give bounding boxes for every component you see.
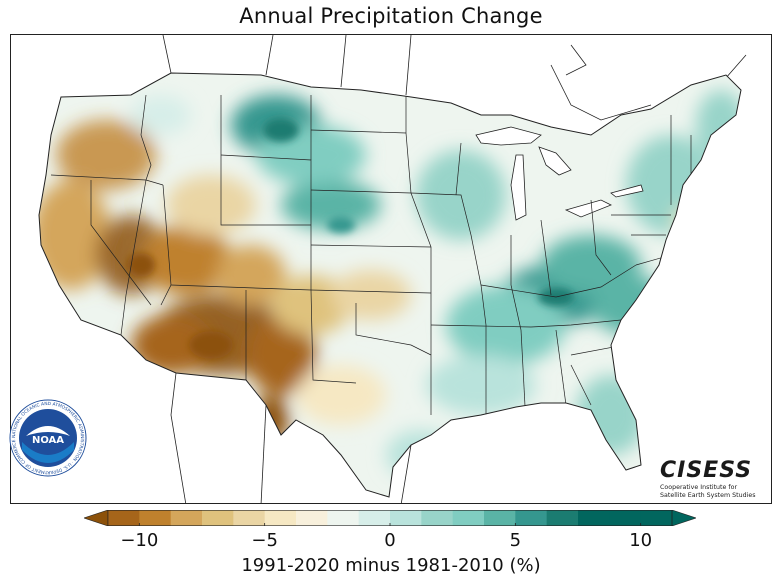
colorbar-bin: [296, 510, 328, 526]
noaa-logo: NOAA NATIONAL OCEANIC AND ATMOSPHERIC AD…: [8, 398, 88, 478]
colorbar-label: 1991-2020 minus 1981-2010 (%): [241, 555, 541, 576]
cisess-logo: CISESS Cooperative Institute for Satelli…: [660, 458, 760, 499]
colorbar-extend-low: [84, 510, 109, 526]
colorbar-bin: [546, 510, 579, 526]
colorbar-bin: [609, 510, 642, 526]
colorbar-bin: [452, 510, 485, 526]
colorbar-bin: [233, 510, 266, 526]
colorbar-bin: [578, 510, 610, 526]
colorbar-tick-label: 0: [384, 530, 396, 551]
precip-field: [39, 73, 741, 497]
colorbar-bin: [421, 510, 454, 526]
colorbar-bin: [640, 510, 673, 526]
colorbar-extend-high: [671, 510, 696, 526]
colorbar-tick-label: 5: [509, 530, 522, 551]
colorbar-bin: [327, 510, 360, 526]
state-boundaries: [50, 94, 717, 426]
precipitation-map: [10, 34, 772, 504]
cisess-subtitle-1: Cooperative Institute for: [660, 484, 738, 491]
colorbar-bin: [202, 510, 234, 526]
colorbar-tick-label: 10: [629, 530, 653, 551]
cisess-subtitle-2: Satellite Earth System Studies: [660, 492, 756, 500]
colorbar: [84, 510, 696, 526]
noaa-center-text: NOAA: [32, 435, 64, 446]
map-svg: [38, 35, 747, 503]
colorbar-bin: [515, 510, 548, 526]
colorbar-tick-label: −10: [120, 530, 159, 551]
colorbar-bin: [108, 510, 140, 526]
map-title: Annual Precipitation Change: [239, 4, 543, 28]
great-lakes: [475, 126, 644, 221]
colorbar-bin: [390, 510, 422, 526]
cisess-wordmark: CISESS: [660, 458, 753, 483]
noaa-logo-icon: NOAA NATIONAL OCEANIC AND ATMOSPHERIC AD…: [9, 399, 87, 477]
colorbar-bin: [264, 510, 297, 526]
colorbar-tick-label: −5: [251, 530, 278, 551]
colorbar-bin: [484, 510, 516, 526]
colorbar-bin: [358, 510, 391, 526]
us-outline: [38, 72, 742, 498]
colorbar-bin: [170, 510, 203, 526]
colorbar-bin: [139, 510, 172, 526]
